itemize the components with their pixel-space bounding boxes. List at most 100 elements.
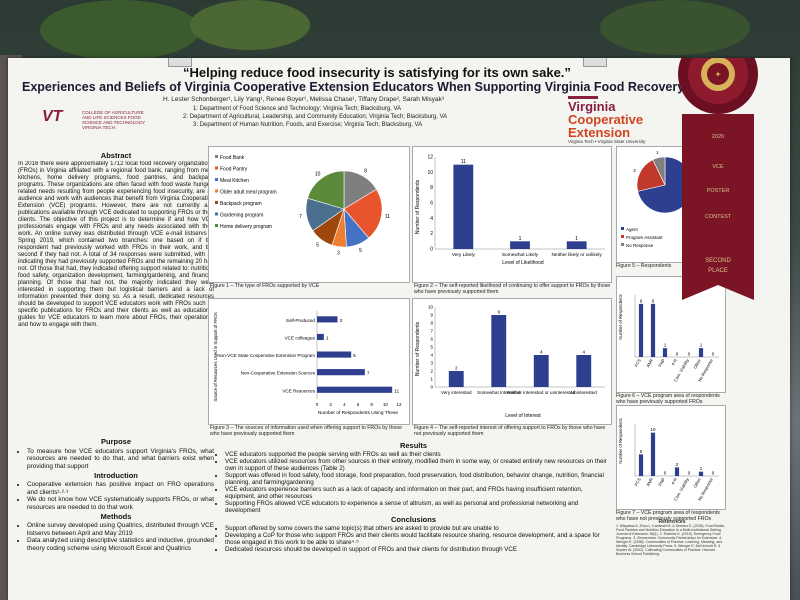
figure-6-caption: Figure 6 – VCE program area of responden… xyxy=(616,393,720,405)
ribbon-rosette: ✦ xyxy=(678,58,758,114)
figure-3-caption: Figure 3 – The sources of information us… xyxy=(210,425,402,437)
legend-label: Food Pantry xyxy=(220,167,248,173)
figure-5-caption: Figure 5 – Respondents xyxy=(616,263,672,269)
bar-data-label: 9 xyxy=(497,310,500,315)
y-tick-label: 10 xyxy=(428,305,434,310)
legend-label: Older adult meal program xyxy=(220,190,277,196)
x-tick-label: 10 xyxy=(383,402,389,407)
plant-foliage xyxy=(40,0,200,60)
pie-slice xyxy=(343,188,383,239)
award-ribbon: ✦ 2020 VCE POSTER CONTEST SECOND PLACE xyxy=(678,58,758,300)
pie-slice xyxy=(652,156,666,186)
conclusions-item: Dedicated resources should be developed … xyxy=(225,546,611,553)
legend-label: Agent xyxy=(626,227,639,232)
affiliation-2: 2: Department of Agricultural, Leadershi… xyxy=(183,114,448,120)
ribbon-year: 2020 xyxy=(712,134,724,140)
bar xyxy=(453,164,474,249)
x-tick-label: 0 xyxy=(316,402,319,407)
x-tick-label: Neither interested or uninterested xyxy=(507,390,576,395)
results-item: VCE educators utilized resources from ot… xyxy=(225,458,611,472)
legend-label: Program Assistant xyxy=(626,235,663,240)
left-column: Abstract In 2016 there were approximatel… xyxy=(18,150,214,552)
bar-data-label: 1 xyxy=(664,343,667,348)
bar xyxy=(533,355,549,387)
y-tick-label: 12 xyxy=(427,155,433,161)
x-tick-label: 6 xyxy=(357,402,360,407)
introduction-list: Cooperative extension has positive impac… xyxy=(18,481,214,511)
bar-data-label: 10 xyxy=(650,427,656,432)
results-item: Supporting FROs allowed VCE educators to… xyxy=(225,500,611,514)
poster-quote: “Helping reduce food insecurity is satis… xyxy=(183,65,571,80)
affiliation-1: 1: Department of Food Science and Techno… xyxy=(193,106,402,112)
svg-text:✦: ✦ xyxy=(715,70,722,79)
bar xyxy=(448,371,464,387)
poster-authors: H. Lester Schonberger¹, Lily Yang¹, Rene… xyxy=(163,96,445,103)
y-axis-title: Number of Respondents xyxy=(415,179,421,234)
ribbon-tail xyxy=(682,114,754,300)
x-tick-label: 12 xyxy=(396,402,402,407)
y-axis-title: Source of Resources Used in Support of F… xyxy=(213,312,218,401)
bar-data-label: 6 xyxy=(640,298,643,303)
vt-logo: VT xyxy=(42,108,63,125)
legend-label: Food Bank xyxy=(220,155,245,161)
ribbon-line2: POSTER xyxy=(707,188,730,194)
figure-7-panel: 5 10 0 2 0 1 0 FCS ANR FNP 4-H Com. Viability Other N… xyxy=(616,405,726,510)
legend-label: Gardening program xyxy=(220,213,263,219)
figure-2-caption: Figure 2 – The self-reported likelihood … xyxy=(414,283,611,295)
conclusions-list: Support offered by some covers the same … xyxy=(216,525,611,553)
legend-swatch xyxy=(215,201,218,204)
introduction-heading: Introduction xyxy=(94,471,138,481)
x-tick-label: Very Likely xyxy=(452,252,476,258)
x-tick-label: 4-H xyxy=(670,477,678,485)
bar-data-label: 4 xyxy=(582,350,585,355)
x-tick-label: FNP xyxy=(657,358,666,368)
y-tick-label: 4 xyxy=(430,216,433,222)
methods-list: Online survey developed using Qualtrics,… xyxy=(18,522,214,552)
figure-2-panel: 0 2 4 6 8 10 12 11 1 1 Very Likely Somewhat Likely N… xyxy=(412,146,612,283)
bar-data-label: 7 xyxy=(367,371,370,377)
y-axis-title: Number of Respondents xyxy=(415,321,421,376)
results-item: VCE educators supported the people servi… xyxy=(225,451,611,458)
x-tick-label: 8 xyxy=(370,402,373,407)
y-tick-label: 5 xyxy=(430,345,433,350)
results-list: VCE educators supported the people servi… xyxy=(216,451,611,514)
results-section: Results VCE educators supported the peop… xyxy=(216,440,611,553)
x-tick-label: Other xyxy=(692,476,702,488)
bar-data-label: 2 xyxy=(676,462,679,467)
x-tick-label: ANR xyxy=(645,358,654,368)
references-heading: References xyxy=(658,519,686,525)
bar-data-label: 1 xyxy=(700,343,703,348)
y-tick-label: 8 xyxy=(430,321,433,326)
bar xyxy=(566,241,587,249)
y-tick-label: 8 xyxy=(430,185,433,191)
y-tick-label: 6 xyxy=(430,337,433,342)
pie-data-label: 5 xyxy=(316,242,319,248)
bar xyxy=(317,316,338,323)
bar-data-label: 0 xyxy=(664,471,667,476)
legend-swatch xyxy=(621,235,624,238)
legend-swatch xyxy=(621,243,624,246)
poster-title: Experiences and Beliefs of Virginia Coop… xyxy=(22,80,717,94)
conclusions-item: Developing a CoP for those who support F… xyxy=(225,532,611,546)
bar-data-label: 0 xyxy=(676,352,679,357)
bar-data-label: 4 xyxy=(540,350,543,355)
pie-data-label: 8 xyxy=(364,169,367,175)
y-tick-label: 9 xyxy=(430,313,433,318)
references-text: 1. Misyakas A, Zhou L, Kaminski M, & Ser… xyxy=(616,524,726,556)
bar xyxy=(698,348,704,357)
y-tick-label: 1 xyxy=(430,377,433,382)
affiliation-3: 3: Department of Human Nutrition, Foods,… xyxy=(193,122,423,128)
x-tick-label: 4-H xyxy=(670,358,678,366)
y-tick-label: VCE colleague xyxy=(285,336,316,341)
x-axis-title: Level of Likelihood xyxy=(502,260,544,266)
y-axis-title: Number of Respondents xyxy=(618,294,623,339)
x-tick-label: Other xyxy=(692,357,702,369)
y-tick-label: 0 xyxy=(430,385,433,390)
bar-data-label: 0 xyxy=(712,352,715,357)
x-tick-label: 4 xyxy=(343,402,346,407)
figure-3-panel: 0 2 4 6 8 10 12 3 Self-Produced 1 VCE colleague 5 No… xyxy=(208,298,410,425)
x-tick-label: Neither likely or unlikely xyxy=(551,252,602,258)
